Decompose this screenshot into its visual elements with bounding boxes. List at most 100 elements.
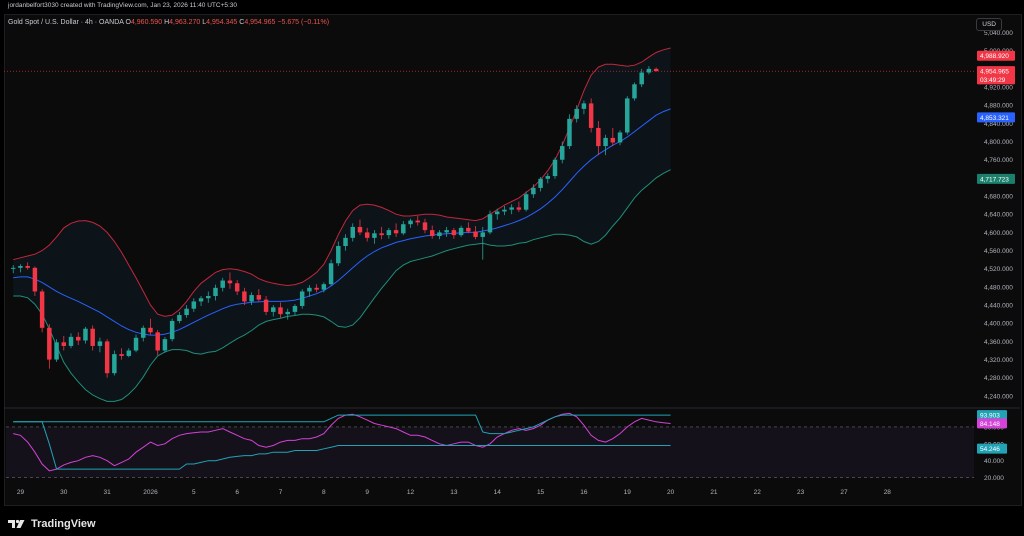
candle-body [509,207,514,210]
candle-body [227,280,233,284]
oscillator-series-line [13,414,671,435]
candle-body [466,227,471,232]
time-axis-label: 31 [104,489,112,496]
candle-body [552,159,558,177]
candle-body [336,246,341,264]
candle-body [610,137,616,143]
ohlc-open: 4,960.590 [130,19,163,26]
price-tick-label: 4,440.000 [984,303,1013,310]
candle-body [133,337,139,351]
bollinger-basis-line [13,108,671,336]
ohlc-high: 4,963.270 [169,19,201,26]
oscillator-label-text: 54.246 [980,446,1000,453]
candle-body [588,103,594,128]
price-tick-label: 4,680.000 [984,194,1013,201]
candle-body [531,187,536,195]
price-tick-label: 4,560.000 [984,248,1013,255]
candle-body [155,332,160,351]
candle-body [422,222,428,231]
candle-body [480,232,486,237]
price-tick-label: 4,280.000 [984,375,1013,382]
candle-body [97,341,103,346]
symbol-legend: Gold Spot / U.S. Dollar · 4h · OANDA O4,… [8,19,329,26]
candle-body [357,226,363,233]
candle-body [184,308,189,316]
oscillator-tick-label: 40.000 [984,458,1004,465]
price-label-box [977,173,1015,184]
candle-body [249,295,254,302]
candle-body [18,266,23,268]
candle-body [343,237,348,247]
candle-body [285,311,290,315]
time-axis-label: 14 [494,489,502,496]
oscillator-series-line [13,421,671,470]
oscillator-band-fill [6,426,974,478]
candle-body [32,267,38,292]
price-tick-label: 4,880.000 [984,103,1013,110]
candle-body [545,176,551,179]
ohlc-change: −5.675 (−0.11%) [277,19,330,26]
price-tick-label: 4,920.000 [984,85,1013,92]
price-label-text: 03:49:29 [980,77,1006,84]
candle-body [177,315,182,321]
candle-body [328,263,334,285]
price-tick-label: 4,520.000 [984,266,1013,273]
time-axis-label: 7 [279,489,283,496]
candle-body [83,328,88,341]
candle-body [278,307,283,315]
price-tick-label: 4,840.000 [984,121,1013,128]
candle-body [148,327,153,333]
candle-body [292,305,298,312]
candle-body [206,295,211,299]
candle-body [444,230,449,233]
candle-body [473,231,478,237]
candle-body [119,354,124,356]
price-label-box [977,74,1015,85]
candle-body [415,220,421,223]
candle-body [112,354,117,374]
price-tick-label: 4,240.000 [984,393,1013,400]
candle-body [47,327,52,360]
candle-body [10,267,16,269]
candle-body [169,320,175,340]
candle-body [653,68,659,72]
candle-body [213,287,218,296]
candle-body [625,98,630,133]
time-axis-label: 22 [754,489,762,496]
candle-body [379,233,384,236]
oscillator-label-box [977,410,1007,421]
candle-body [350,226,355,238]
ohlc-low: 4,954.345 [206,19,238,26]
bollinger-band-fill [13,48,671,402]
time-axis-label: 12 [407,489,415,496]
price-label-text: 4,988.920 [980,53,1009,60]
candle-body [487,214,493,233]
candle-body [25,266,30,268]
candle-body [39,291,45,328]
chart-frame [4,14,1022,506]
candle-body [567,118,572,147]
oscillator-label-box [977,418,1007,429]
candle-body [126,350,132,356]
candle-body [451,230,457,236]
candle-body [408,220,413,225]
price-tick-label: 4,480.000 [984,284,1013,291]
price-label-text: 4,717.723 [980,176,1009,183]
candle-body [386,230,392,236]
time-axis-label: 16 [580,489,588,496]
candle-body [321,284,327,290]
ohlc-low-label: L [202,19,207,26]
ohlc-high-label: H [164,19,170,26]
price-label-box [977,66,1015,77]
candle-body [271,307,276,312]
price-tick-label: 5,040.000 [984,30,1013,37]
candle-body [104,341,110,374]
candle-body [242,291,247,302]
candle-body [372,233,377,238]
candle-body [523,194,529,210]
oscillator-series-line [13,412,671,472]
candle-body [516,207,522,210]
brand-footer: TradingView [8,518,96,530]
currency-button[interactable]: USD [976,18,1002,31]
